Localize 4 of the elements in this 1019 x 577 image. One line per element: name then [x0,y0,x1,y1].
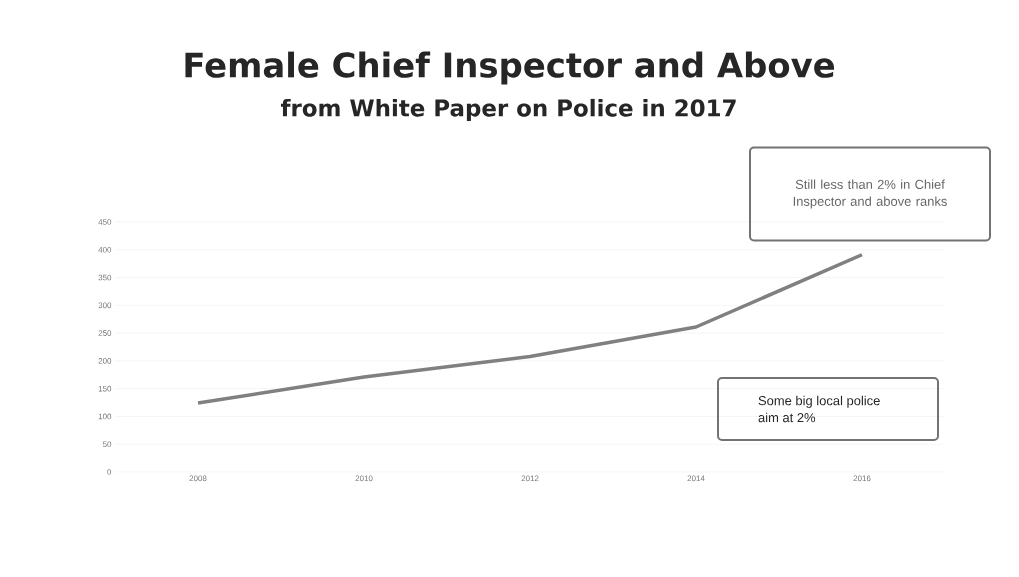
annotation: Some big local police aim at 2% [758,395,880,423]
chart-title: Female Chief Inspector and Above [185,51,835,85]
text: Still less than 2% in Chief Inspector and above ranks [793,179,947,209]
chart-subtitle: from White Paper on Police in 2017 [280,98,736,122]
